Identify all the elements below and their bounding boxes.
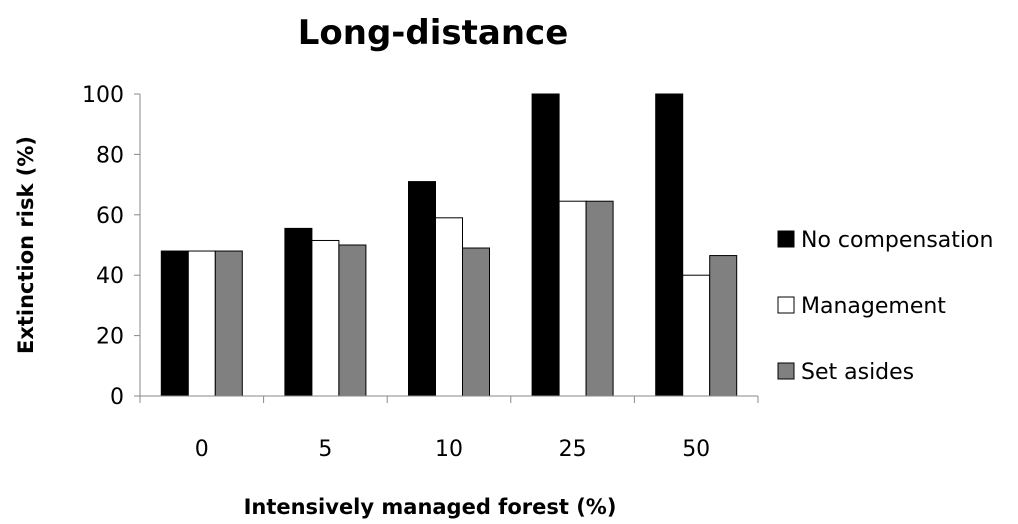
bar-management-5: [311, 239, 340, 397]
bar-no-compensation-25: [531, 93, 560, 397]
x-tick-label: 25: [559, 437, 587, 462]
x-tick-label: 50: [682, 437, 710, 462]
bar-set-asides-10: [462, 247, 490, 397]
legend-label: Set asides: [801, 360, 914, 385]
y-tick-label: 40: [96, 264, 124, 289]
chart-title: Long-distance: [298, 13, 569, 53]
y-tick-label: 0: [110, 385, 124, 410]
x-axis-label: Intensively managed forest (%): [244, 495, 617, 519]
legend-label: Management: [801, 294, 946, 319]
bar-management-10: [435, 217, 463, 397]
bars-group: [160, 93, 738, 397]
bar-set-asides-5: [338, 244, 367, 397]
bar-no-compensation-50: [655, 93, 684, 397]
legend-label: No compensation: [801, 228, 993, 253]
bar-no-compensation-5: [284, 227, 313, 397]
bar-set-asides-25: [585, 200, 614, 397]
bar-no-compensation-0: [160, 250, 189, 397]
y-tick-label: 80: [96, 143, 124, 168]
tick-labels-group: 0 20 40 60 80 100 0 5 10 25 50: [82, 83, 710, 462]
y-axis-label: Extinction risk (%): [14, 136, 38, 354]
x-tick-label: 0: [195, 437, 209, 462]
bar-set-asides-50: [709, 255, 738, 397]
bar-management-0: [187, 250, 216, 397]
y-tick-label: 100: [82, 83, 124, 108]
axes-group: [134, 93, 759, 403]
x-tick-label: 5: [318, 437, 332, 462]
legend-swatch-no-compensation: [777, 230, 795, 248]
legend: No compensation Management Set asides: [777, 228, 993, 385]
legend-swatch-management: [777, 296, 795, 314]
y-tick-label: 60: [96, 204, 124, 229]
bar-no-compensation-10: [408, 181, 436, 397]
y-tick-label: 20: [96, 325, 124, 350]
x-tick-label: 10: [435, 437, 463, 462]
bar-management-25: [558, 200, 587, 397]
bar-set-asides-0: [214, 250, 243, 397]
legend-swatch-set-asides: [777, 362, 795, 380]
bar-management-50: [682, 274, 711, 397]
